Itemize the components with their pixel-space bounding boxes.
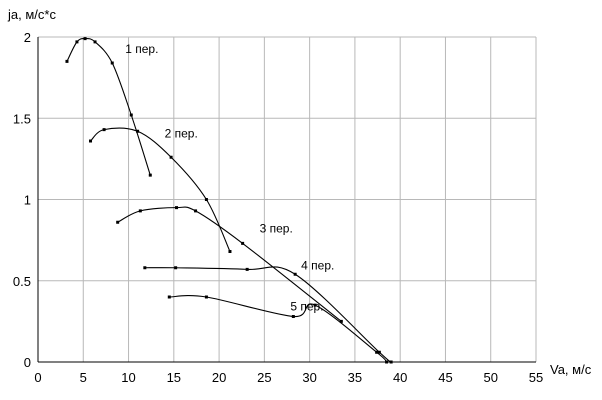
data-point [194, 209, 198, 213]
series-line [169, 295, 388, 363]
series-label: 1 пер. [125, 42, 158, 56]
data-point [167, 295, 171, 299]
data-point [375, 350, 379, 354]
data-point [116, 220, 120, 224]
tick-labels: 0 5 10 15 20 25 30 35 40 45 50 55 0 0.5 1 1.5 2 [13, 30, 543, 385]
data-point [102, 128, 106, 132]
data-point [245, 267, 249, 271]
x-axis-title: Va, м/с [550, 362, 592, 377]
x-tick-label: 30 [302, 370, 316, 385]
x-tick-label: 20 [212, 370, 226, 385]
x-tick-label: 45 [438, 370, 452, 385]
y-tick-label: 1 [24, 193, 31, 208]
x-tick-label: 25 [257, 370, 271, 385]
data-point [339, 319, 343, 323]
series-line [66, 38, 151, 176]
data-point [377, 350, 381, 354]
data-point [291, 315, 295, 318]
data-point [204, 198, 208, 201]
x-tick-label: 0 [34, 370, 41, 385]
data-point [204, 295, 208, 299]
x-tick-label: 55 [529, 370, 543, 385]
x-tick-label: 35 [348, 370, 362, 385]
data-point [138, 209, 142, 213]
y-axis-title: ja, м/с*с [7, 7, 56, 22]
data-point [136, 129, 140, 133]
data-point [175, 206, 179, 210]
data-point [169, 155, 173, 159]
data-point [65, 59, 69, 63]
data-point [174, 266, 178, 270]
data-point [143, 266, 147, 270]
x-tick-label: 50 [483, 370, 497, 385]
data-point [241, 241, 245, 245]
series-label: 2 пер. [165, 126, 198, 140]
grid [38, 36, 537, 362]
data-point [129, 113, 133, 117]
data-point [293, 272, 297, 276]
data-point [389, 360, 393, 364]
y-tick-label: 0 [24, 355, 31, 370]
series-label: 3 пер. [260, 221, 293, 235]
data-point [93, 40, 97, 44]
y-tick-label: 1.5 [13, 111, 31, 126]
series-label: 4 пер. [301, 258, 334, 272]
data-point [110, 61, 114, 65]
y-tick-label: 0.5 [13, 274, 31, 289]
x-tick-label: 15 [167, 370, 181, 385]
series-curves [66, 38, 392, 363]
data-point [89, 139, 93, 143]
y-tick-label: 2 [24, 30, 31, 45]
axes [37, 37, 536, 363]
data-point [83, 37, 87, 41]
series-line [90, 127, 231, 252]
x-tick-label: 10 [121, 370, 135, 385]
series-labels: 1 пер. 2 пер. 3 пер. 4 пер. 5 пер. [125, 42, 334, 314]
x-tick-label: 40 [393, 370, 407, 385]
x-tick-label: 5 [80, 370, 87, 385]
data-point [228, 250, 232, 253]
data-point [313, 303, 317, 307]
series-label: 5 пер. [290, 300, 323, 314]
data-point [148, 173, 152, 177]
series-markers [65, 37, 393, 364]
data-point [75, 40, 79, 44]
data-point [385, 360, 389, 364]
